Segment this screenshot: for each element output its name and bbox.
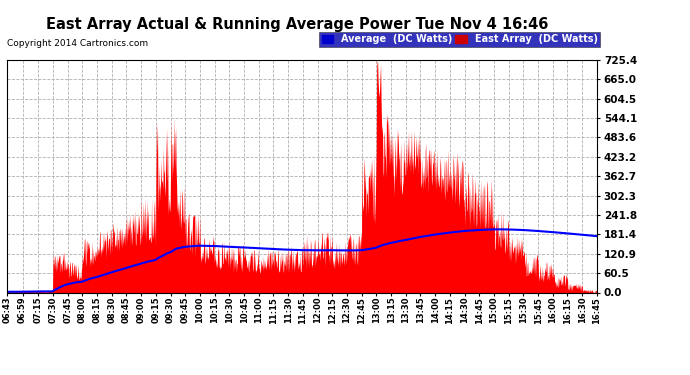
Text: East Array Actual & Running Average Power Tue Nov 4 16:46: East Array Actual & Running Average Powe… [46, 17, 548, 32]
Legend: Average  (DC Watts), East Array  (DC Watts): Average (DC Watts), East Array (DC Watts… [319, 32, 600, 47]
Text: Copyright 2014 Cartronics.com: Copyright 2014 Cartronics.com [7, 39, 148, 48]
